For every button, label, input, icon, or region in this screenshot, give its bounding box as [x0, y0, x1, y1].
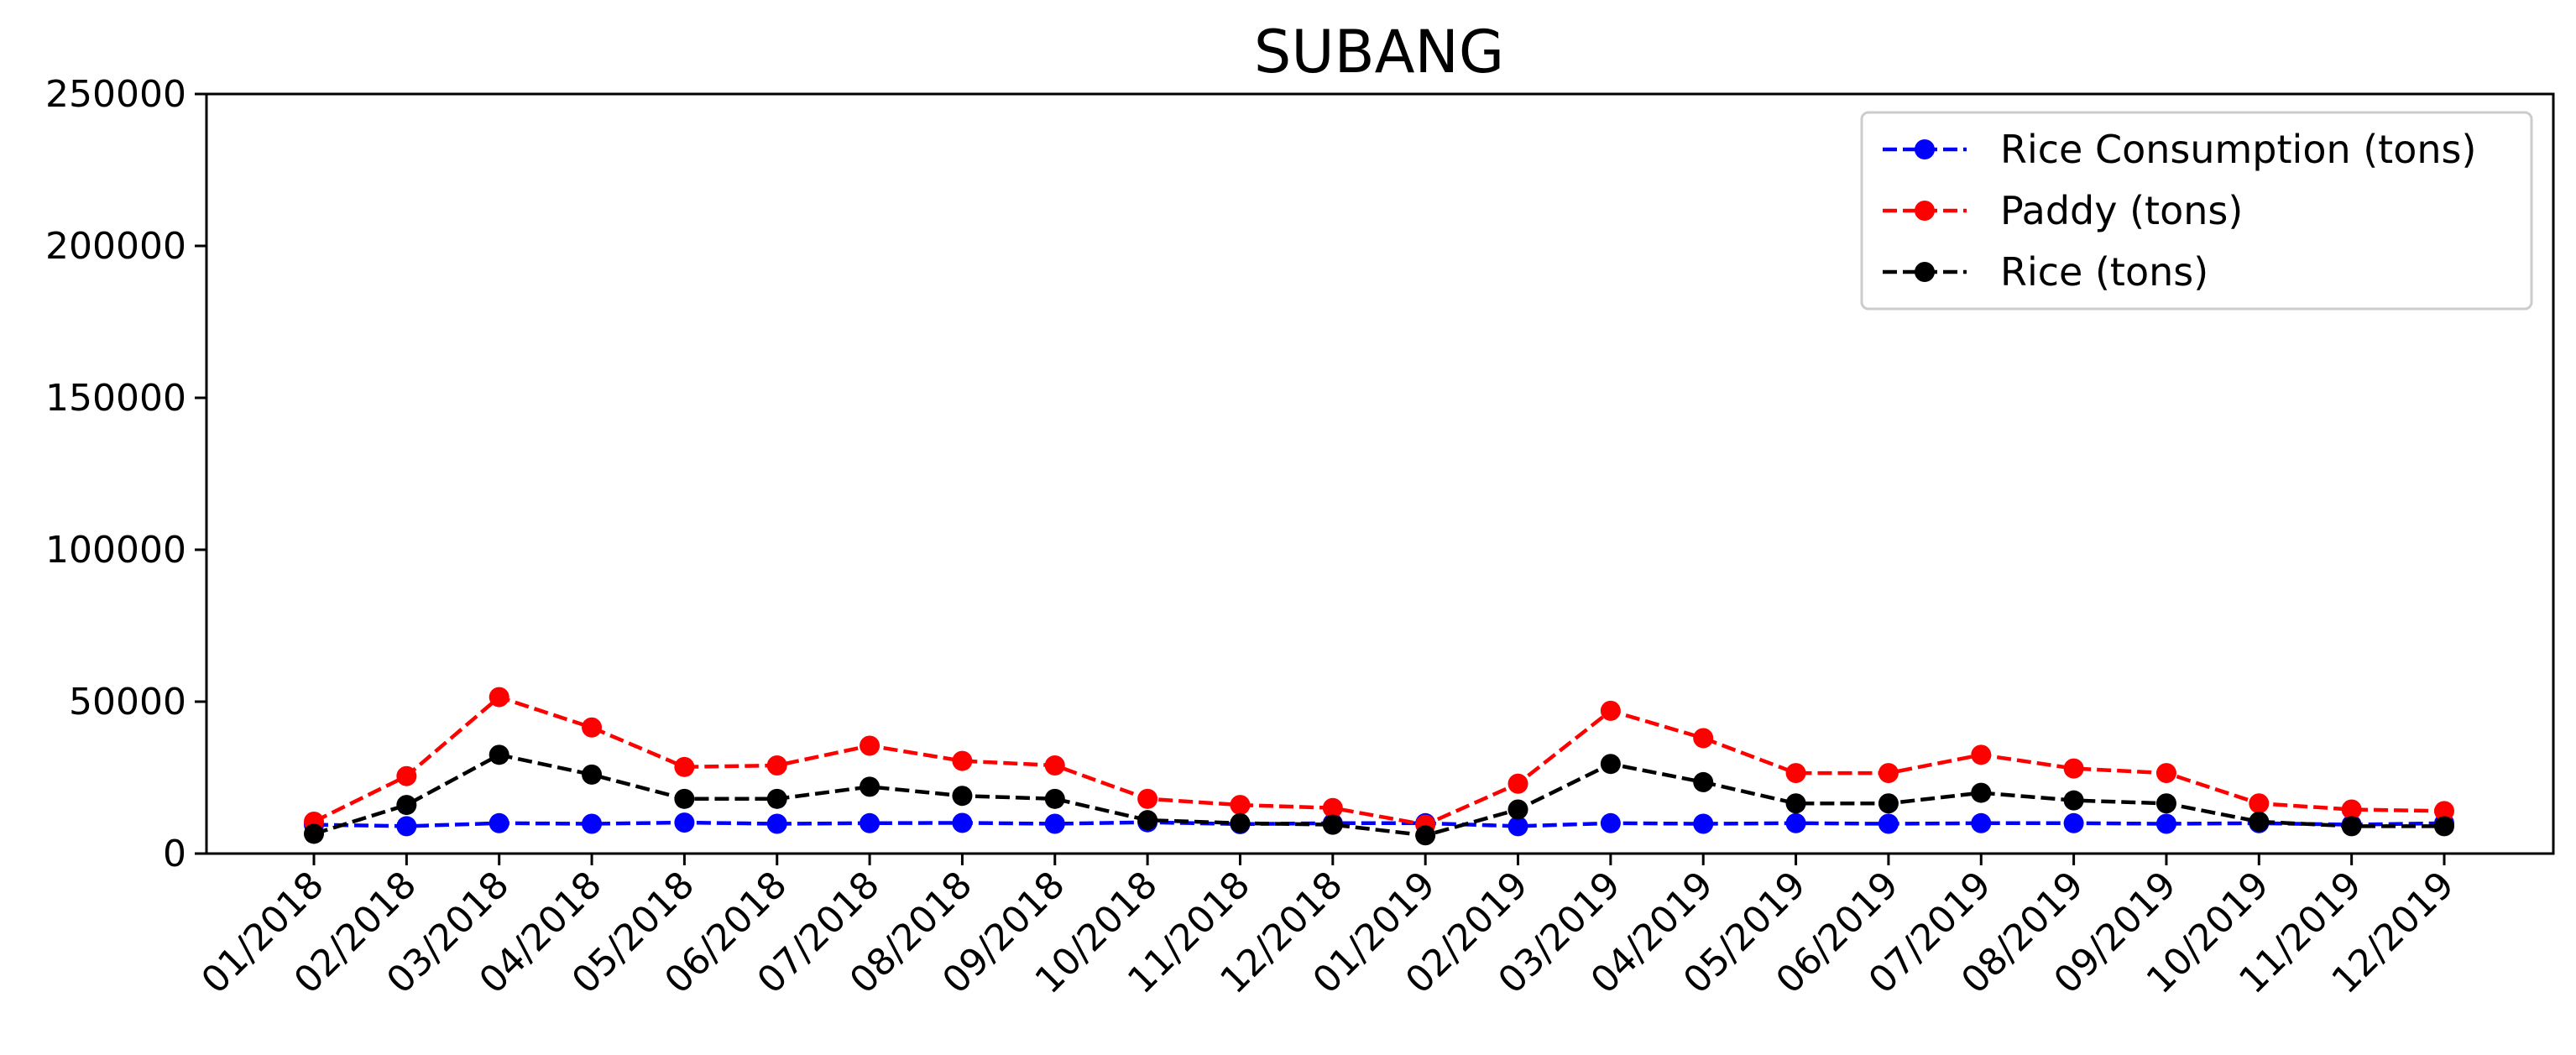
data-point — [582, 764, 603, 785]
data-point — [674, 756, 695, 777]
y-tick-label: 0 — [163, 833, 186, 875]
legend-label: Paddy (tons) — [2000, 188, 2243, 233]
data-point — [2063, 812, 2084, 833]
data-point — [489, 812, 509, 833]
legend-box — [1860, 111, 2533, 311]
series-line-2 — [313, 695, 2445, 827]
data-point — [2341, 799, 2362, 820]
data-point — [766, 755, 787, 776]
data-point — [489, 687, 509, 708]
data-point — [2155, 763, 2176, 784]
data-point — [1322, 797, 1343, 818]
data-point — [1971, 744, 1992, 765]
data-point — [2063, 758, 2084, 779]
data-point — [396, 765, 417, 786]
data-point — [766, 788, 787, 809]
y-tick-label: 150000 — [45, 377, 186, 420]
data-point — [766, 813, 787, 834]
data-point — [1878, 793, 1899, 814]
data-point — [1600, 812, 1621, 833]
data-point — [396, 816, 417, 837]
data-point — [1600, 754, 1621, 775]
data-point — [674, 812, 695, 833]
data-point — [860, 735, 880, 756]
data-point — [1137, 810, 1158, 831]
data-point — [489, 744, 509, 765]
data-point — [2341, 816, 2362, 837]
data-point — [1507, 799, 1528, 820]
y-tick-label: 250000 — [45, 73, 186, 116]
data-point — [1878, 813, 1899, 834]
legend-marker — [1915, 139, 1935, 159]
data-point — [1693, 728, 1714, 749]
data-point — [1785, 793, 1806, 814]
legend: Rice Consumption (tons) Paddy (tons) Rice … — [1860, 111, 2533, 311]
data-point — [1971, 812, 1992, 833]
data-point — [952, 786, 973, 807]
data-point — [2249, 793, 2270, 814]
data-point — [1415, 825, 1436, 846]
series-line-3 — [313, 753, 2444, 838]
data-point — [2063, 790, 2084, 811]
plot-frame — [205, 92, 2555, 855]
data-point — [396, 795, 417, 816]
legend-label: Rice (tons) — [2000, 249, 2208, 295]
data-point — [1044, 813, 1065, 834]
data-point — [860, 776, 880, 797]
data-point — [1693, 771, 1714, 792]
legend-marker — [1915, 262, 1935, 282]
data-point — [2249, 811, 2270, 832]
y-tick-label: 100000 — [45, 529, 186, 572]
y-tick-label: 50000 — [69, 681, 186, 723]
legend-marker — [1915, 201, 1935, 221]
data-point — [1044, 788, 1065, 809]
data-point — [952, 812, 973, 833]
data-point — [1507, 773, 1528, 794]
series-line-1 — [313, 820, 2445, 828]
data-point — [2155, 813, 2176, 834]
data-point — [582, 813, 603, 834]
data-point — [2434, 801, 2454, 822]
data-point — [2155, 793, 2176, 814]
legend-label: Rice Consumption (tons) — [2000, 127, 2476, 172]
data-point — [1322, 814, 1343, 835]
chart-title: SUBANG — [1254, 18, 1504, 86]
data-point — [1693, 813, 1714, 834]
data-point — [674, 788, 695, 809]
data-point — [1785, 812, 1806, 833]
data-point — [582, 717, 603, 738]
plot-area — [304, 687, 2454, 846]
data-point — [952, 750, 973, 771]
data-point — [1971, 782, 1992, 803]
data-point — [860, 812, 880, 833]
data-point — [1600, 700, 1621, 721]
data-point — [304, 823, 324, 844]
data-point — [1507, 816, 1528, 837]
data-point — [1785, 763, 1806, 784]
data-point — [1044, 755, 1065, 776]
data-point — [1137, 788, 1158, 809]
y-tick-label: 200000 — [45, 225, 186, 268]
data-point — [1230, 812, 1251, 833]
data-point — [1230, 795, 1251, 816]
data-point — [1878, 763, 1899, 784]
data-point — [2434, 816, 2454, 837]
